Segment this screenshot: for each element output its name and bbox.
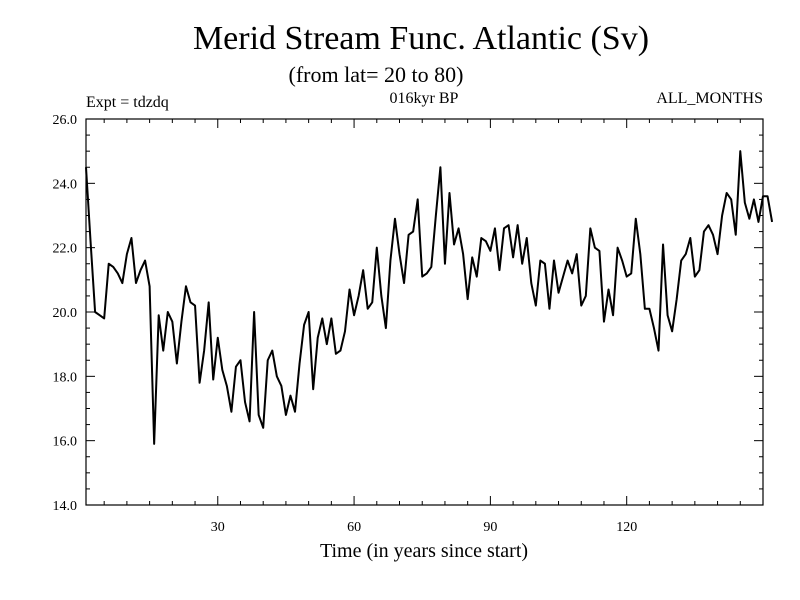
x-tick-label: 90 bbox=[483, 520, 497, 535]
y-tick-label: 14.0 bbox=[53, 499, 78, 514]
y-tick-label: 26.0 bbox=[53, 113, 78, 128]
period-label: 016kyr BP bbox=[390, 90, 459, 107]
chart-subtitle: (from lat= 20 to 80) bbox=[289, 62, 464, 87]
y-tick-label: 18.0 bbox=[53, 370, 78, 385]
y-tick-label: 22.0 bbox=[53, 242, 78, 257]
series-line bbox=[85, 150, 774, 445]
chart-title: Merid Stream Func. Atlantic (Sv) bbox=[193, 20, 649, 57]
x-tick-label: 120 bbox=[616, 520, 637, 535]
experiment-label: Expt = tdzdq bbox=[86, 94, 169, 111]
x-tick-label: 60 bbox=[347, 520, 361, 535]
plot-frame bbox=[85, 118, 764, 506]
axis-ticks bbox=[86, 118, 763, 506]
data-series bbox=[85, 150, 774, 445]
y-tick-label: 20.0 bbox=[53, 306, 78, 321]
y-tick-label: 16.0 bbox=[53, 435, 78, 450]
x-tick-label: 30 bbox=[211, 520, 225, 535]
x-axis-label: Time (in years since start) bbox=[320, 540, 528, 562]
months-label: ALL_MONTHS bbox=[656, 90, 763, 107]
y-tick-label: 24.0 bbox=[53, 177, 78, 192]
axis-tick-labels: 30 60 90 120 14.0 16.0 18.0 20.0 22.0 24.0 26.0 bbox=[53, 113, 638, 535]
